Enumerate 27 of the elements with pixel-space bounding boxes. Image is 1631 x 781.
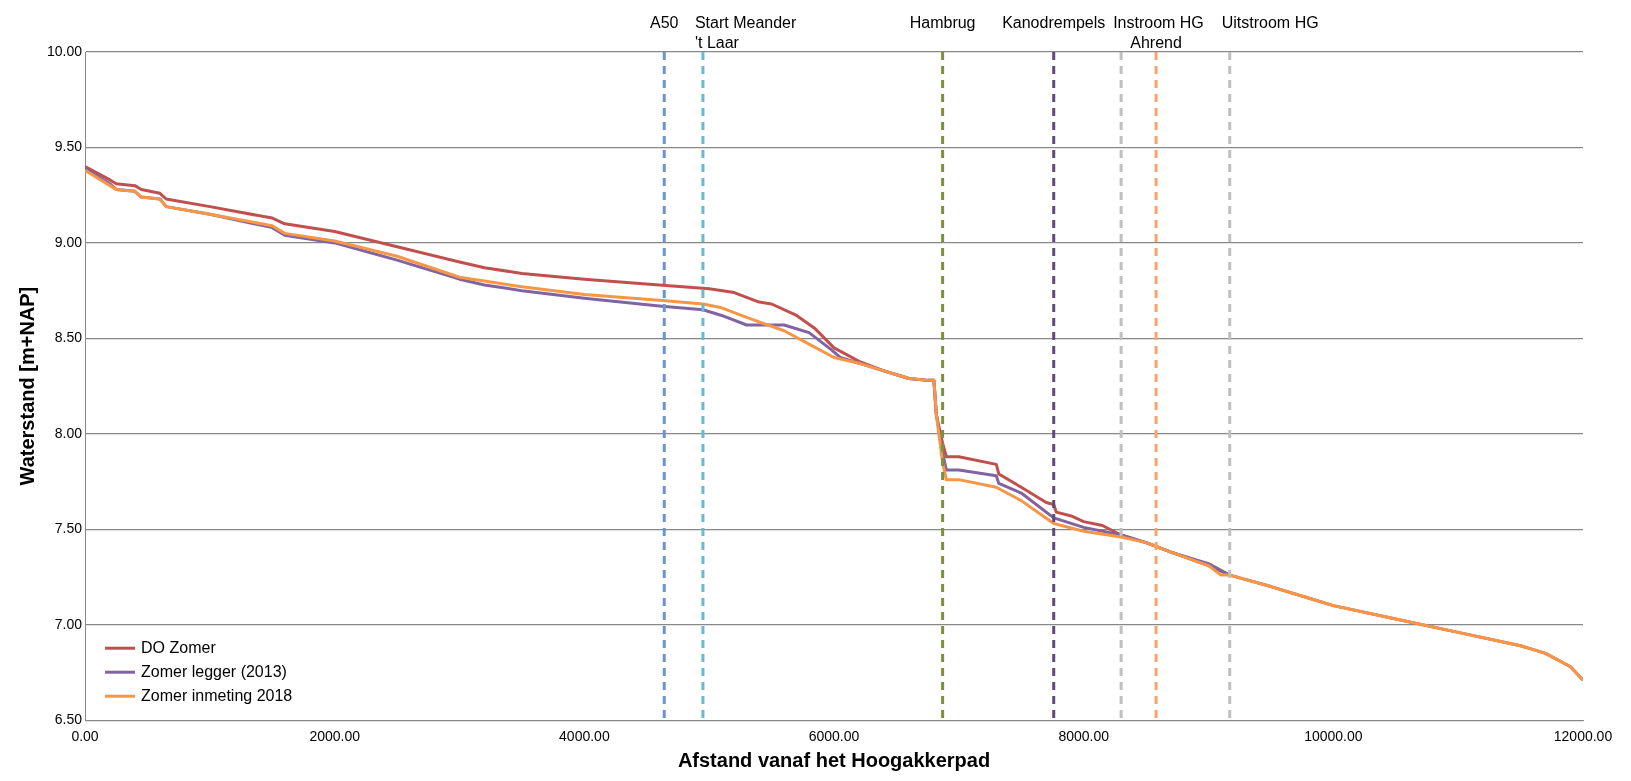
ref-line-label: Start Meander 't Laar xyxy=(694,14,797,52)
y-tick-label: 10.00 xyxy=(46,42,83,59)
y-axis-title: Waterstand [m+NAP] xyxy=(15,286,38,486)
legend-label: DO Zomer xyxy=(141,638,217,656)
legend-label: Zomer legger (2013) xyxy=(141,662,287,680)
ref-line-label: Instroom HG xyxy=(1113,14,1204,32)
ref-line-label: Kanodrempels xyxy=(1002,14,1106,32)
y-tick-label: 6.50 xyxy=(54,711,83,728)
y-tick-label: 9.50 xyxy=(54,138,83,155)
x-tick-label: 0.00 xyxy=(71,728,99,745)
x-tick-label: 6000.00 xyxy=(808,728,860,745)
legend-label: Zomer inmeting 2018 xyxy=(141,686,293,704)
x-axis-title: Afstand vanaf het Hoogakkerpad xyxy=(677,748,991,771)
ref-line-label: Hambrug xyxy=(909,14,976,32)
ref-line-label: Ahrend xyxy=(1130,34,1182,52)
y-tick-label: 8.50 xyxy=(54,329,83,346)
y-tick-label: 7.50 xyxy=(54,520,83,537)
x-tick-label: 12000.00 xyxy=(1553,728,1613,745)
y-tick-label: 7.00 xyxy=(54,615,83,632)
x-tick-label: 4000.00 xyxy=(559,728,610,745)
x-tick-label: 2000.00 xyxy=(309,728,361,745)
y-tick-label: 9.00 xyxy=(54,233,83,250)
x-tick-label: 8000.00 xyxy=(1058,728,1110,745)
ref-line-label: Uitstroom HG xyxy=(1221,14,1319,32)
x-tick-label: 10000.00 xyxy=(1304,728,1363,745)
y-tick-label: 8.00 xyxy=(54,424,83,441)
ref-line-label: A50 xyxy=(650,14,679,32)
